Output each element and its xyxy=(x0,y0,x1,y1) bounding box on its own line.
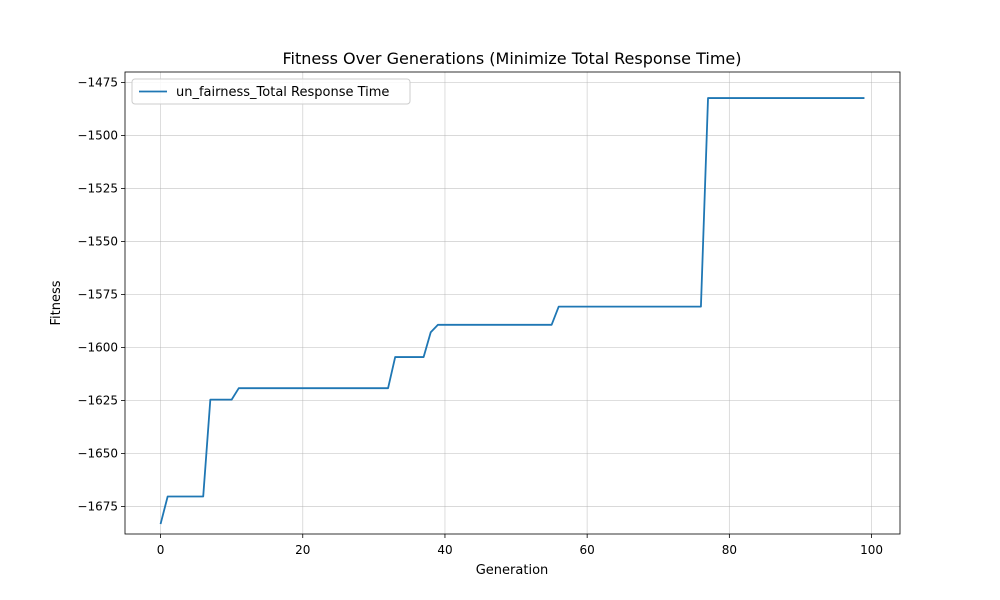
y-tick-label: −1525 xyxy=(77,182,118,196)
x-tick-label: 60 xyxy=(580,543,595,557)
y-tick-label: −1500 xyxy=(77,129,118,143)
y-tick-label: −1675 xyxy=(77,499,118,513)
plot-frame xyxy=(124,71,901,535)
legend-label: un_fairness_Total Response Time xyxy=(176,85,389,100)
x-axis-label: Generation xyxy=(476,563,549,578)
y-tick-label: −1550 xyxy=(77,235,118,249)
y-tick-label: −1600 xyxy=(77,341,118,355)
y-tick-label: −1625 xyxy=(77,393,118,407)
y-axis-label: Fitness xyxy=(49,280,64,325)
legend: un_fairness_Total Response Time xyxy=(131,78,411,105)
legend-box xyxy=(131,78,411,105)
x-tick-label: 40 xyxy=(437,543,452,557)
grid-lines xyxy=(125,72,900,534)
chart-title: Fitness Over Generations (Minimize Total… xyxy=(283,49,742,68)
y-tick-label: −1575 xyxy=(77,288,118,302)
series-line xyxy=(159,97,865,525)
x-tick-label: 20 xyxy=(295,543,310,557)
y-tick-label: −1475 xyxy=(77,76,118,90)
axis-ticks: 0 20 40 60 80 100 −1675 −1650 −1625 −1600 −1575 −15… xyxy=(77,76,883,557)
y-tick-label: −1650 xyxy=(77,446,118,460)
series-layer xyxy=(159,97,865,525)
x-tick-label: 0 xyxy=(157,543,165,557)
x-tick-label: 80 xyxy=(722,543,737,557)
x-tick-label: 100 xyxy=(860,543,883,557)
